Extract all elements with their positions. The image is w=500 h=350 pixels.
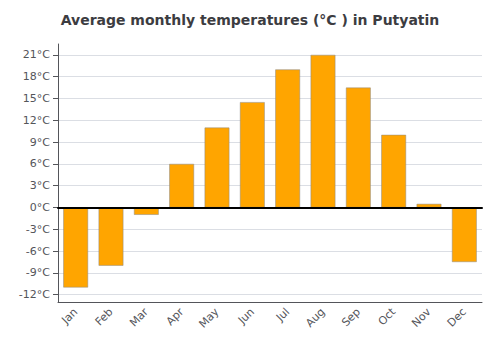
svg-text:-12°C: -12°C [19,288,50,301]
svg-text:18°C: 18°C [23,70,50,83]
svg-text:0°C: 0°C [30,201,50,214]
svg-text:21°C: 21°C [23,48,50,61]
svg-text:Jan: Jan [58,305,80,327]
svg-text:-3°C: -3°C [26,223,50,236]
svg-text:Aug: Aug [303,305,327,329]
svg-text:Apr: Apr [164,305,187,328]
svg-text:Nov: Nov [409,305,434,330]
svg-text:Mar: Mar [127,305,151,329]
svg-text:15°C: 15°C [23,92,50,105]
svg-text:May: May [196,305,222,331]
svg-text:6°C: 6°C [30,157,50,170]
svg-text:3°C: 3°C [30,179,50,192]
svg-text:9°C: 9°C [30,136,50,149]
svg-text:12°C: 12°C [23,114,50,127]
svg-text:-6°C: -6°C [26,245,50,258]
svg-text:-9°C: -9°C [26,266,50,279]
svg-text:Oct: Oct [376,305,399,328]
svg-text:Jul: Jul [273,305,292,324]
svg-text:Jun: Jun [235,305,257,327]
svg-text:Sep: Sep [339,305,363,329]
svg-text:Feb: Feb [93,305,116,328]
svg-text:Dec: Dec [445,305,469,329]
svg-text:Average monthly temperatures (: Average monthly temperatures (°C ) in Pu… [61,12,440,28]
